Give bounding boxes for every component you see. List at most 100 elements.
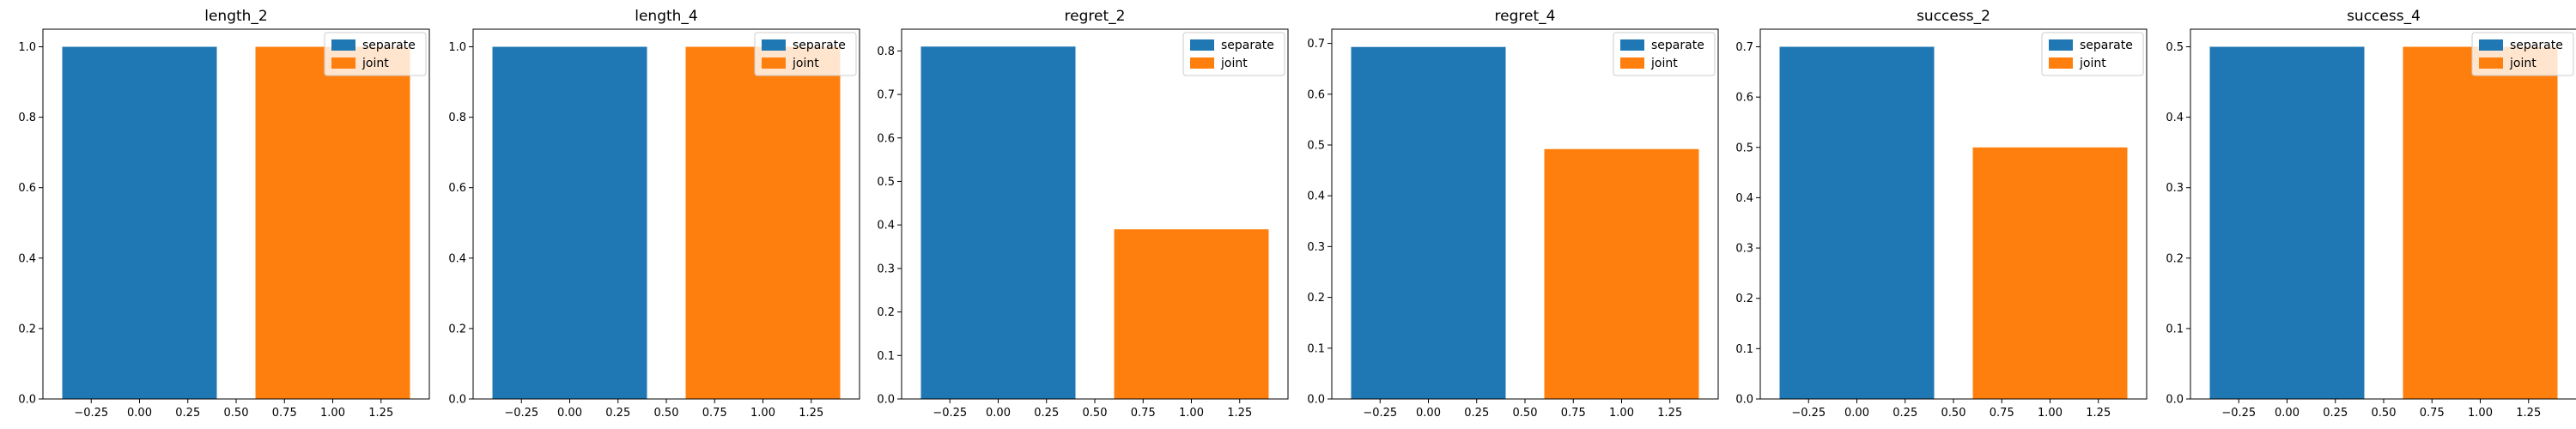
x-tick-label: 1.00 <box>1609 407 1634 420</box>
x-tick-label: 0.50 <box>224 407 249 420</box>
legend-label-separate: separate <box>793 39 846 52</box>
x-tick-label: 0.50 <box>1941 407 1966 420</box>
legend: separate joint <box>1182 32 1285 76</box>
y-tick-label: 0.1 <box>877 350 895 363</box>
y-tick-label: 0.4 <box>1307 190 1325 203</box>
legend-swatch-joint <box>1620 57 1644 69</box>
legend-label-separate: separate <box>2080 39 2133 52</box>
chart-title: success_4 <box>2347 8 2421 25</box>
y-tick-label: 0.4 <box>1735 192 1753 205</box>
legend-swatch-joint <box>762 57 786 69</box>
bar-joint <box>685 46 841 400</box>
y-tick-label: 0.8 <box>877 45 895 58</box>
legend: separate joint <box>324 32 427 76</box>
x-tick-label: 0.25 <box>2323 407 2348 420</box>
x-tick-label: −0.25 <box>504 407 538 420</box>
y-tick-label: 0.3 <box>1307 241 1325 254</box>
x-tick-label: 0.50 <box>654 407 679 420</box>
x-tick-label: 0.75 <box>702 407 727 420</box>
y-tick-label: 0.0 <box>1735 394 1753 407</box>
y-tick-label: 0.8 <box>448 112 466 124</box>
legend: separate joint <box>754 32 857 76</box>
y-tick-label: 0.0 <box>448 394 466 407</box>
y-tick-label: 0.0 <box>2166 394 2184 407</box>
y-tick-label: 0.2 <box>448 323 466 335</box>
legend-label-separate: separate <box>1651 39 1704 52</box>
y-tick-label: 0.2 <box>2166 252 2184 265</box>
legend-label-joint: joint <box>1650 57 1678 70</box>
y-tick-label: 1.0 <box>18 41 36 54</box>
y-tick-label: 0.5 <box>877 176 895 189</box>
y-tick-label: 0.4 <box>18 252 36 265</box>
y-tick-label: 0.6 <box>18 182 36 195</box>
legend-swatch-joint <box>331 57 355 69</box>
y-tick-label: 0.8 <box>18 112 36 124</box>
legend-label-joint: joint <box>2509 57 2537 70</box>
legend-label-joint: joint <box>2079 57 2106 70</box>
bar-joint <box>1544 148 1699 399</box>
x-tick-label: −0.25 <box>1363 407 1397 420</box>
chart-panel-length_4: length_4 −0.25 0.00 0.25 0.50 0.75 1.00 1.25 0.0… <box>448 8 860 420</box>
x-tick-label: 1.25 <box>1227 407 1252 420</box>
legend-label-joint: joint <box>792 57 819 70</box>
x-tick-label: 1.00 <box>750 407 775 420</box>
chart-title: regret_2 <box>1065 8 1126 25</box>
x-tick-label: 0.75 <box>272 407 297 420</box>
y-tick-label: 0.2 <box>877 306 895 319</box>
bar-separate <box>492 46 647 400</box>
legend-swatch-joint <box>2049 57 2073 69</box>
y-tick-label: 0.1 <box>2166 323 2184 335</box>
x-tick-label: 0.50 <box>2372 407 2397 420</box>
y-tick-label: 0.3 <box>1735 243 1753 256</box>
legend-swatch-separate <box>2479 39 2503 51</box>
y-tick-label: 0.7 <box>877 89 895 102</box>
x-tick-label: 0.00 <box>986 407 1011 420</box>
y-tick-label: 0.0 <box>1307 394 1325 407</box>
x-tick-label: 0.75 <box>1131 407 1156 420</box>
chart-panel-length_2: length_2 −0.25 0.00 0.25 0.50 0.75 1.00 1.25 0.0… <box>18 8 430 420</box>
legend-label-separate: separate <box>1221 39 1274 52</box>
y-tick-label: 0.6 <box>877 132 895 145</box>
chart-title: regret_4 <box>1495 8 1556 25</box>
bar-separate <box>1351 46 1506 399</box>
legend-swatch-separate <box>1620 39 1644 51</box>
legend: separate joint <box>2041 32 2144 76</box>
y-tick-label: 0.2 <box>1307 292 1325 305</box>
y-tick-label: 0.2 <box>18 323 36 335</box>
y-tick-label: 0.4 <box>2166 112 2184 124</box>
x-tick-label: 1.00 <box>1179 407 1204 420</box>
x-tick-label: 0.25 <box>605 407 630 420</box>
x-tick-label: 0.75 <box>2420 407 2445 420</box>
chart-panel-regret_4: regret_4 −0.25 0.00 0.25 0.50 0.75 1.00 1.25 0.0… <box>1307 8 1719 420</box>
chart-panel-success_4: success_4 −0.25 0.00 0.25 0.50 0.75 1.00 1.25 0.… <box>2166 8 2576 420</box>
x-tick-label: 0.25 <box>1893 407 1917 420</box>
legend-swatch-separate <box>2049 39 2073 51</box>
legend-label-separate: separate <box>362 39 416 52</box>
y-tick-label: 0.2 <box>1735 293 1753 305</box>
x-tick-label: −0.25 <box>2221 407 2256 420</box>
y-tick-label: 1.0 <box>448 41 466 54</box>
x-tick-label: −0.25 <box>1791 407 1826 420</box>
legend-swatch-joint <box>2479 57 2503 69</box>
x-tick-label: 0.00 <box>2275 407 2300 420</box>
bar-joint <box>2403 46 2558 400</box>
y-tick-label: 0.6 <box>1735 92 1753 105</box>
x-tick-label: 1.25 <box>368 407 393 420</box>
y-tick-label: 0.5 <box>1735 142 1753 154</box>
legend-swatch-separate <box>331 39 355 51</box>
x-tick-label: 0.75 <box>1561 407 1586 420</box>
y-tick-label: 0.5 <box>2166 41 2184 54</box>
y-tick-label: 0.5 <box>1307 139 1325 152</box>
bar-joint <box>255 46 410 400</box>
chart-title: length_4 <box>635 8 698 25</box>
x-tick-label: 0.00 <box>557 407 582 420</box>
x-tick-label: −0.25 <box>933 407 967 420</box>
x-tick-label: 1.00 <box>2468 407 2493 420</box>
x-tick-label: 1.00 <box>2038 407 2063 420</box>
x-tick-label: 0.25 <box>1464 407 1489 420</box>
x-tick-label: 1.25 <box>799 407 823 420</box>
bar-separate <box>1779 46 1935 400</box>
chart-panel-regret_2: regret_2 −0.25 0.00 0.25 0.50 0.75 1.00 1.25 0.0… <box>877 8 1289 420</box>
chart-title: success_2 <box>1917 8 1990 25</box>
